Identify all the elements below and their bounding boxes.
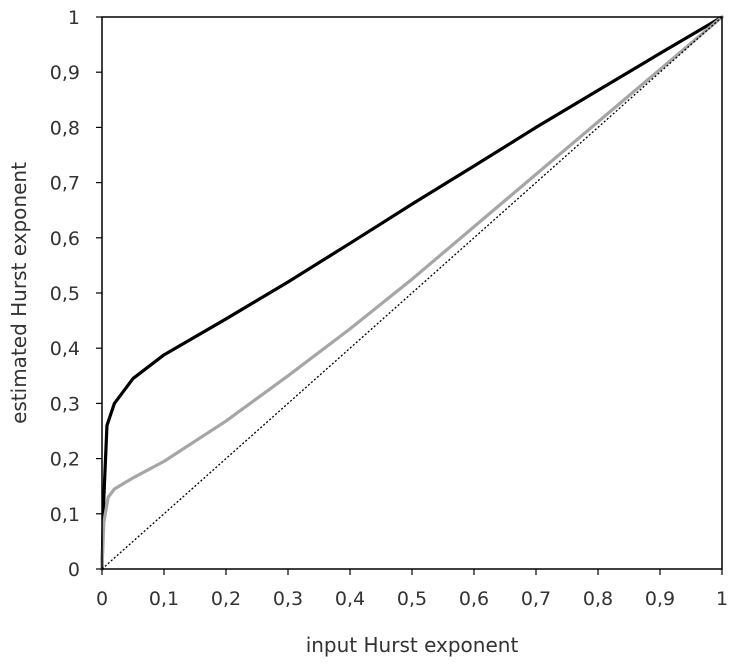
y-tick-label: 1 bbox=[68, 7, 80, 29]
x-tick-label: 0,2 bbox=[211, 588, 241, 610]
x-tick-label: 0,6 bbox=[459, 588, 489, 610]
plot-lines bbox=[100, 15, 724, 571]
y-tick-label: 0,4 bbox=[50, 338, 80, 360]
x-tick-label: 0,5 bbox=[397, 588, 427, 610]
y-tick-label: 0,7 bbox=[50, 173, 80, 195]
y-tick-label: 0 bbox=[68, 559, 80, 581]
y-axis-title: estimated Hurst exponent bbox=[7, 162, 31, 424]
y-tick-label: 0,6 bbox=[50, 228, 80, 250]
x-tick-label: 0 bbox=[96, 588, 108, 610]
x-tick-labels: 0 0,1 0,2 0,3 0,4 0,5 0,6 0,7 0,8 0,9 1 bbox=[96, 588, 728, 610]
series-line-3 bbox=[101, 16, 723, 570]
x-tick-label: 1 bbox=[716, 588, 728, 610]
x-tick-label: 0,3 bbox=[273, 588, 303, 610]
series-line-2 bbox=[100, 15, 724, 571]
y-tick-labels: 0 0,1 0,2 0,3 0,4 0,5 0,6 0,7 0,8 0,9 1 bbox=[50, 7, 80, 581]
x-tick-label: 0,9 bbox=[645, 588, 675, 610]
y-tick-label: 0,9 bbox=[50, 62, 80, 84]
x-axis-title: input Hurst exponent bbox=[306, 633, 519, 657]
x-tick-label: 0,4 bbox=[335, 588, 365, 610]
y-tick-label: 0,1 bbox=[50, 504, 80, 526]
x-tick-label: 0,8 bbox=[583, 588, 613, 610]
y-tick-label: 0,5 bbox=[50, 283, 80, 305]
x-tick-label: 0,1 bbox=[149, 588, 179, 610]
y-tick-label: 0,8 bbox=[50, 117, 80, 139]
x-tick-label: 0,7 bbox=[521, 588, 551, 610]
series-line-1 bbox=[100, 15, 724, 571]
y-tick-label: 0,2 bbox=[50, 449, 80, 471]
y-tick-label: 0,3 bbox=[50, 393, 80, 415]
plot-axes bbox=[96, 16, 723, 575]
